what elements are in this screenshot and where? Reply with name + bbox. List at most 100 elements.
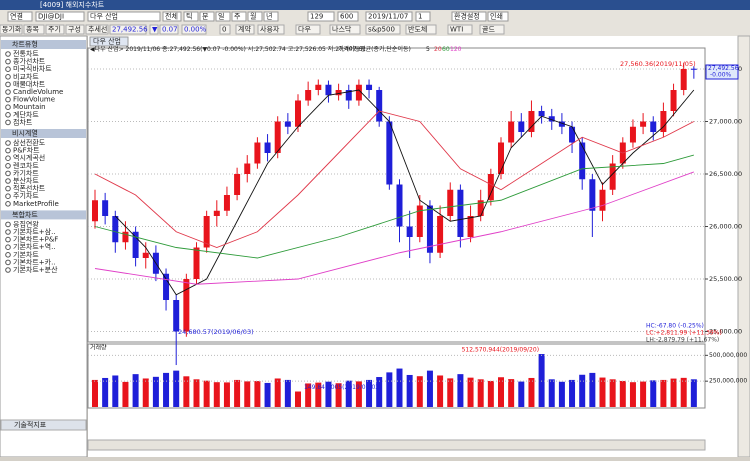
toolbar-button[interactable]	[479, 24, 505, 35]
sidebar-item[interactable]: 미국식바차트	[13, 64, 52, 73]
toolbar-field[interactable]	[415, 11, 431, 22]
radio[interactable]	[5, 178, 11, 184]
radio[interactable]	[5, 96, 11, 103]
sidebar-item[interactable]: 역시계곡선	[13, 153, 45, 162]
toolbar-field[interactable]	[263, 11, 279, 22]
radio[interactable]	[5, 193, 11, 199]
toolbar-button[interactable]	[447, 24, 473, 35]
radio[interactable]	[5, 66, 11, 72]
sidebar-item[interactable]: 기본차트+P&F	[13, 235, 58, 244]
sidebar-item[interactable]: 삼선전환도	[13, 138, 46, 147]
scrollbar[interactable]	[87, 439, 706, 451]
toolbar-button[interactable]	[235, 24, 255, 35]
radio[interactable]	[5, 119, 11, 126]
candle-body	[92, 200, 98, 222]
toolbar-field[interactable]	[487, 11, 509, 22]
radio[interactable]	[5, 147, 11, 154]
toolbar-field[interactable]	[451, 11, 487, 22]
toolbar-field[interactable]	[365, 11, 413, 22]
toolbar-button[interactable]	[85, 24, 109, 35]
radio[interactable]	[5, 185, 11, 192]
toolbar-button[interactable]	[181, 24, 207, 35]
last-change: -0.00%	[710, 72, 732, 79]
chart-tab[interactable]	[89, 36, 129, 47]
radio[interactable]	[5, 140, 11, 146]
radio[interactable]	[5, 89, 11, 95]
toolbar-field[interactable]	[247, 11, 263, 22]
toolbar-button[interactable]	[159, 24, 179, 35]
radio[interactable]	[5, 252, 11, 258]
radio[interactable]	[5, 58, 11, 65]
toolbar-button[interactable]	[65, 24, 85, 35]
toolbar-button[interactable]	[0, 24, 23, 35]
toolbar-button[interactable]	[295, 24, 321, 35]
stat-line: LH:-2,879.79 (+11.67%)	[646, 337, 719, 344]
radio[interactable]	[5, 221, 11, 228]
toolbar-field[interactable]	[35, 11, 85, 22]
volume-bar	[254, 381, 261, 407]
sidebar-item[interactable]: 매물대차트	[13, 79, 46, 88]
toolbar-button[interactable]	[23, 24, 45, 35]
radio[interactable]	[5, 163, 11, 169]
toolbar-button[interactable]	[257, 24, 285, 35]
toolbar-field[interactable]	[231, 11, 247, 22]
toolbar-button[interactable]	[219, 24, 231, 35]
sidebar-item[interactable]: 렌코차트	[13, 161, 39, 170]
sidebar-item[interactable]: 응집연왕	[13, 219, 39, 228]
toolbar-label: WTI	[450, 26, 463, 34]
sidebar-footer[interactable]	[0, 419, 87, 431]
radio[interactable]	[5, 155, 11, 161]
toolbar-button[interactable]	[149, 24, 159, 35]
radio[interactable]	[5, 81, 11, 88]
sidebar-item[interactable]: 기본차트+삼..	[13, 227, 56, 236]
toolbar-button[interactable]	[405, 24, 437, 35]
radio[interactable]	[5, 236, 11, 243]
sidebar-item[interactable]: 분산차트	[13, 176, 39, 185]
sidebar-item[interactable]: Mountain	[13, 103, 46, 111]
sidebar-item[interactable]: 점차트	[13, 117, 33, 126]
toolbar-field[interactable]	[337, 11, 359, 22]
sidebar-item[interactable]: FlowVolume	[13, 96, 55, 104]
sidebar-item[interactable]: 종가선차트	[13, 57, 46, 66]
volume-bar	[335, 383, 342, 407]
sidebar-item[interactable]: 적폰선차트	[13, 184, 46, 193]
radio[interactable]	[5, 259, 11, 266]
toolbar-field[interactable]	[215, 11, 231, 22]
sidebar-item[interactable]: CandleVolume	[13, 88, 63, 96]
radio[interactable]	[5, 229, 11, 235]
toolbar-button[interactable]	[365, 24, 401, 35]
ma-line	[114, 89, 695, 296]
sidebar-item[interactable]: 비교차트	[13, 72, 39, 81]
sidebar-item[interactable]: 기본차트+카..	[13, 257, 56, 266]
toolbar-button[interactable]	[329, 24, 361, 35]
radio[interactable]	[5, 201, 11, 207]
radio[interactable]	[5, 112, 11, 118]
toolbar-field[interactable]	[183, 11, 199, 22]
toolbar-field[interactable]	[199, 11, 215, 22]
toolbar-field[interactable]	[87, 11, 161, 22]
toolbar-button[interactable]	[109, 24, 147, 35]
radio[interactable]	[5, 170, 11, 177]
radio[interactable]	[5, 267, 11, 273]
radio[interactable]	[5, 74, 11, 80]
radio[interactable]	[5, 51, 11, 57]
sidebar-item[interactable]: 주기차트	[13, 191, 39, 200]
toolbar-field[interactable]	[162, 11, 182, 22]
candle-body	[112, 216, 119, 243]
sidebar-item[interactable]: 기본차트+분산	[13, 265, 58, 274]
radio[interactable]	[5, 104, 11, 110]
sidebar-item[interactable]: 전통차트	[13, 49, 39, 58]
sidebar-item[interactable]: 계단차트	[13, 110, 39, 119]
ma-line	[94, 154, 694, 259]
sidebar-item[interactable]: 카기차트	[13, 168, 39, 177]
sidebar-item[interactable]: P&F차트	[13, 146, 40, 155]
sidebar-item[interactable]: MarketProfile	[13, 200, 59, 208]
toolbar-button[interactable]	[45, 24, 65, 35]
toolbar-field[interactable]	[307, 11, 335, 22]
sidebar-item[interactable]: 기본차트	[13, 250, 39, 259]
radio[interactable]	[5, 244, 11, 250]
sidebar-item[interactable]: 기본차트+역..	[13, 242, 56, 251]
volume-bar	[386, 372, 393, 407]
toolbar-field[interactable]	[7, 11, 33, 22]
volume-bar	[284, 379, 291, 407]
